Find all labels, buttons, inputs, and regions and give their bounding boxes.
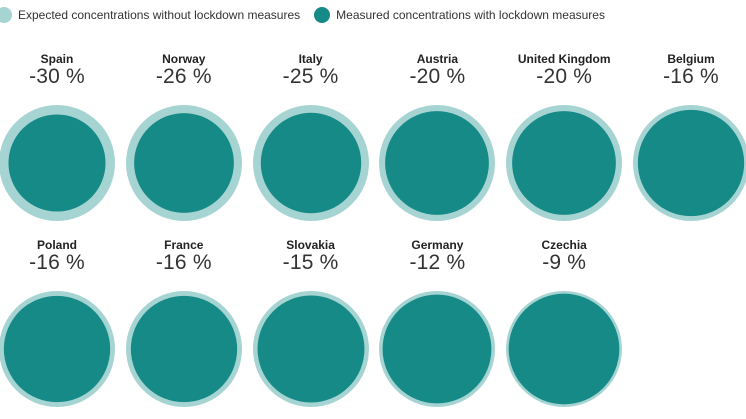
circle-pair — [125, 291, 242, 407]
circle-pair — [125, 105, 242, 221]
legend-swatch-expected — [0, 7, 12, 23]
country-item: Italy -25 % — [248, 52, 374, 232]
circle-pair — [506, 105, 623, 221]
reduction-value: -20 % — [536, 65, 593, 88]
circle-pair — [633, 105, 746, 221]
country-item: United Kingdom -20 % — [501, 52, 627, 232]
reduction-value: -30 % — [29, 65, 85, 88]
measured-circle — [8, 114, 106, 212]
reduction-value: -25 % — [282, 65, 339, 88]
measured-circle — [385, 111, 490, 215]
country-name: United Kingdom — [517, 52, 611, 66]
reduction-value: -12 % — [409, 251, 466, 274]
country-name: Norway — [162, 52, 206, 66]
legend: Expected concentrations without lockdown… — [0, 4, 619, 26]
country-item: Germany -12 % — [374, 238, 500, 418]
circle-pair — [252, 291, 369, 407]
legend-swatch-measured — [314, 7, 331, 23]
circle-pair — [506, 291, 623, 407]
country-name: Italy — [298, 52, 323, 66]
country-item: Slovakia -15 % — [248, 238, 374, 418]
country-name: Spain — [40, 52, 74, 66]
reduction-value: -15 % — [282, 251, 339, 274]
legend-item-expected: Expected concentrations without lockdown… — [0, 7, 300, 23]
country-item: Poland -16 % — [0, 238, 120, 418]
country-name: Belgium — [667, 52, 715, 66]
legend-label-expected: Expected concentrations without lockdown… — [18, 8, 301, 22]
country-item: Austria -20 % — [374, 52, 500, 232]
circle-pair — [252, 105, 369, 221]
reduction-value: -16 % — [29, 251, 85, 274]
reduction-value: -16 % — [663, 65, 719, 88]
circle-pair — [379, 105, 496, 221]
measured-circle — [508, 293, 620, 405]
reduction-value: -20 % — [409, 65, 466, 88]
country-name: France — [164, 238, 204, 252]
reduction-value: -26 % — [155, 65, 212, 88]
measured-circle — [130, 295, 237, 403]
legend-label-measured: Measured concentrations with lockdown me… — [336, 8, 605, 22]
measured-circle — [512, 111, 617, 215]
country-name: Slovakia — [286, 238, 335, 252]
country-name: Poland — [36, 238, 77, 252]
measured-circle — [260, 112, 361, 214]
country-item: Belgium -16 % — [628, 52, 746, 232]
measured-circle — [3, 295, 111, 403]
reduction-value: -16 % — [155, 251, 212, 274]
country-item: France -16 % — [121, 238, 247, 418]
country-name: Czechia — [541, 238, 587, 252]
circle-pair — [0, 105, 115, 221]
reduction-value: -9 % — [542, 251, 587, 274]
country-item: Norway -26 % — [121, 52, 247, 232]
country-name: Austria — [416, 52, 459, 66]
measured-circle — [382, 294, 492, 404]
country-item: Czechia -9 % — [501, 238, 627, 418]
circle-pair — [379, 291, 496, 407]
country-name: Germany — [411, 238, 464, 252]
measured-circle — [257, 295, 365, 403]
country-item: Spain -30 % — [0, 52, 120, 232]
legend-item-measured: Measured concentrations with lockdown me… — [314, 7, 605, 23]
measured-circle — [133, 113, 234, 213]
circle-pair — [0, 291, 115, 407]
measured-circle — [637, 109, 745, 217]
